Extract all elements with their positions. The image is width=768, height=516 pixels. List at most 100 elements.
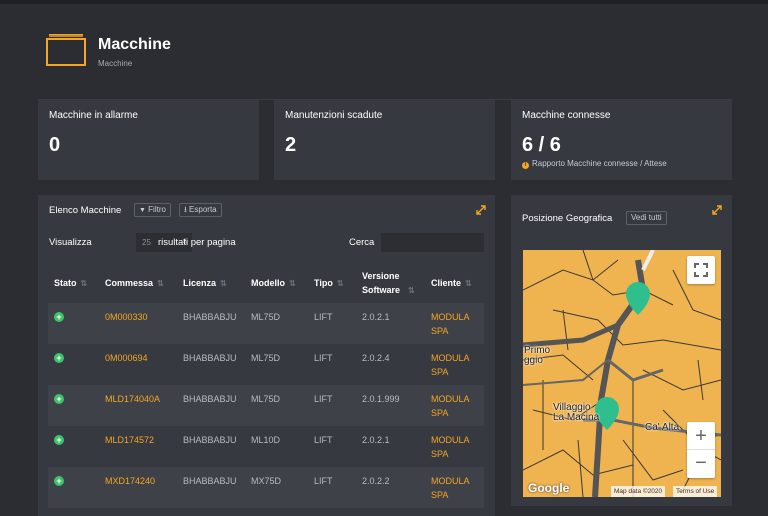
select-caret-icon: ⬍	[181, 237, 188, 246]
commessa-link[interactable]: MXD174240	[99, 467, 177, 508]
versione-cell: 2.0.2.2	[356, 467, 425, 508]
modello-cell: MX75D	[245, 467, 308, 508]
licenza-cell: BHABBABJU	[177, 303, 245, 344]
google-logo: Google	[528, 481, 570, 495]
search-label: Cerca	[349, 237, 375, 248]
table-row[interactable]: + 0M000330 BHABBABJU ML75D LIFT 2.0.2.1 …	[48, 303, 484, 344]
top-bar	[0, 0, 768, 4]
status-ok-icon: +	[54, 394, 64, 404]
info-icon: i	[522, 162, 529, 169]
versione-cell: 2.0.2.1	[362, 435, 390, 445]
cliente-link[interactable]: MODULA SPA	[425, 344, 484, 385]
table-row[interactable]: + MXD174240 BHABBABJU MX75D LIFT 2.0.2.2…	[48, 467, 484, 508]
table-row[interactable]: + MLD174040A BHABBABJU ML75D LIFT 2.0.1.…	[48, 385, 484, 426]
stat-value: 2	[285, 134, 297, 156]
machine-list-panel: Elenco Macchine ▼ Filtro ⭳ Esporta Visua…	[38, 195, 495, 516]
commessa-link[interactable]: 0M000330	[99, 303, 177, 344]
map-label: La Macina	[553, 412, 600, 423]
filter-icon: ▼	[139, 207, 146, 214]
sort-icon: ⇅	[336, 279, 344, 288]
status-ok-icon: +	[54, 476, 64, 486]
export-button[interactable]: ⭳ Esporta	[179, 203, 222, 217]
status-cell: +	[48, 344, 99, 385]
filter-button[interactable]: ▼ Filtro	[134, 203, 171, 217]
zoom-in-button[interactable]: +	[687, 422, 715, 450]
cliente-link[interactable]: MODULA SPA	[425, 426, 484, 467]
licenza-cell: BHABBABJU	[177, 467, 245, 508]
cliente-link[interactable]: MODULA SPA	[425, 303, 484, 344]
filter-button-label: Filtro	[148, 205, 166, 214]
column-label: Versione Software	[362, 270, 401, 295]
cliente-link[interactable]: MODULA SPA	[425, 467, 484, 508]
zoom-out-button[interactable]: −	[695, 452, 707, 474]
commessa-link[interactable]: 0M000694	[105, 353, 148, 363]
stat-value: 0	[49, 134, 61, 156]
tipo-cell: LIFT	[314, 353, 333, 363]
column-label: Cliente	[431, 278, 462, 288]
stat-note: i Rapporto Macchine connesse / Attese	[522, 159, 667, 169]
commessa-link[interactable]: MLD174040A	[99, 385, 177, 426]
versione-cell: 2.0.1.999	[356, 385, 425, 426]
modello-cell: ML75D	[245, 385, 308, 426]
cliente-label: MODULA SPA	[431, 353, 470, 377]
versione-cell: 2.0.2.1	[356, 303, 425, 344]
column-header-commessa[interactable]: Commessa ⇅	[99, 263, 177, 303]
panel-title: Elenco Macchine	[49, 205, 122, 216]
download-icon: ⭳	[184, 205, 187, 214]
licenza-cell: BHABBABJU	[183, 435, 237, 445]
page-size-select[interactable]: 25 ⬍	[136, 233, 192, 252]
stat-card-maintenance: Manutenzioni scadute 2	[274, 100, 495, 180]
column-label: Stato	[54, 278, 77, 288]
cliente-link[interactable]: MODULA SPA	[425, 385, 484, 426]
tipo-cell: LIFT	[308, 385, 356, 426]
terms-link[interactable]: Terms of Use	[673, 486, 718, 497]
sort-icon: ⇅	[408, 285, 415, 295]
fullscreen-button[interactable]	[687, 256, 715, 284]
column-header-stato[interactable]: Stato ⇅	[48, 263, 99, 303]
column-header-modello[interactable]: Modello ⇅	[245, 263, 308, 303]
view-all-button[interactable]: Vedi tutti	[626, 211, 667, 225]
map-label: Ca' Alta	[645, 422, 680, 433]
cliente-label: MODULA SPA	[431, 476, 470, 500]
stat-title: Macchine in allarme	[49, 110, 138, 121]
licenza-cell: BHABBABJU	[183, 353, 237, 363]
map-marker[interactable]	[626, 282, 650, 315]
page-header: Macchine Macchine	[38, 28, 732, 100]
modello-cell: ML75D	[245, 303, 308, 344]
table-row[interactable]: + 0M000694 BHABBABJU ML75D LIFT 2.0.2.4 …	[48, 344, 484, 385]
folder-icon	[46, 34, 86, 66]
map-marker[interactable]	[595, 397, 619, 430]
cliente-label: MODULA SPA	[431, 312, 470, 336]
status-cell: +	[48, 426, 99, 467]
tipo-cell: LIFT	[308, 467, 356, 508]
show-label: Visualizza	[49, 237, 92, 248]
versione-cell: 2.0.2.4	[362, 353, 390, 363]
column-label: Tipo	[314, 278, 333, 288]
search-input[interactable]	[381, 233, 484, 252]
expand-icon[interactable]	[712, 205, 722, 215]
map-label: Villaggio	[553, 402, 591, 413]
column-label: Licenza	[183, 278, 217, 288]
column-header-versione[interactable]: Versione Software ⇅	[356, 263, 425, 303]
map-label: ggio	[524, 355, 543, 366]
panel-title: Posizione Geografica	[522, 213, 613, 224]
page-title: Macchine	[98, 36, 171, 53]
cliente-label: MODULA SPA	[431, 435, 470, 459]
column-header-cliente[interactable]: Cliente ⇅	[425, 263, 484, 303]
column-header-licenza[interactable]: Licenza ⇅	[177, 263, 245, 303]
expand-icon[interactable]	[476, 205, 486, 215]
column-label: Modello	[251, 278, 285, 288]
licenza-cell: BHABBABJU	[177, 385, 245, 426]
table-row[interactable]: + MLD174572 BHABBABJU ML10D LIFT 2.0.2.1…	[48, 426, 484, 467]
column-header-tipo[interactable]: Tipo ⇅	[308, 263, 356, 303]
sort-icon: ⇅	[220, 279, 227, 288]
zoom-control: + −	[687, 422, 715, 478]
map-view[interactable]: Primo ggio Villaggio La Macina Ca' Alta …	[523, 250, 721, 497]
cliente-label: MODULA SPA	[431, 394, 470, 418]
geo-panel: Posizione Geografica Vedi tutti	[511, 195, 732, 506]
status-ok-icon: +	[54, 435, 64, 445]
sort-icon: ⇅	[465, 279, 472, 288]
status-ok-icon: +	[54, 312, 64, 322]
sort-icon: ⇅	[289, 279, 296, 288]
commessa-link[interactable]: MLD174572	[105, 435, 155, 445]
